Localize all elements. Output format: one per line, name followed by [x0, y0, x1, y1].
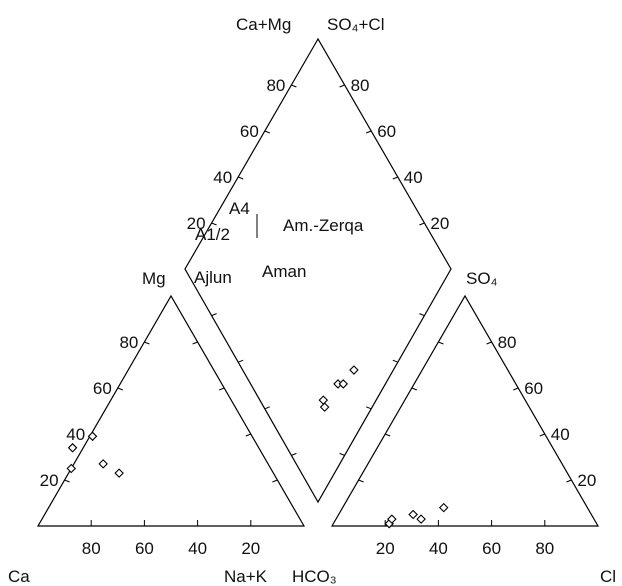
so4-axis-tick-label: 60	[524, 379, 543, 398]
so4cl-axis-tick	[392, 176, 398, 180]
so4cl-axis-tick-label: 60	[377, 122, 396, 141]
so4cl-axis-tick	[339, 84, 345, 88]
anion-data-point	[438, 502, 449, 513]
anion-base-tick-label: 80	[535, 539, 554, 558]
diagram-frames	[36, 37, 600, 527]
cation-base-tick-label: 60	[135, 539, 154, 558]
diamond-lower-right-tick	[366, 406, 372, 410]
annotation-ajlun: Ajlun	[194, 268, 232, 287]
camg-axis-tick	[291, 84, 297, 88]
anion-data-point	[408, 509, 418, 520]
so4-axis-tick-label: 20	[577, 471, 596, 490]
anion-left-tick	[411, 387, 417, 391]
cation-right-tick	[219, 387, 225, 391]
diamond-lower-left-tick	[264, 406, 270, 410]
so4-axis-tick	[566, 479, 572, 483]
cation-base-tick-label: 40	[188, 539, 207, 558]
anion-base-tick-label: 20	[376, 539, 395, 558]
diamond-lower-left-tick	[238, 359, 244, 363]
axis-label-hco3: HCO₃	[292, 567, 337, 586]
cation-base-tick-label: 20	[241, 539, 260, 558]
central-diamond	[184, 37, 452, 504]
so4-axis-tick-label: 40	[551, 425, 570, 444]
mg-axis-tick	[117, 387, 123, 391]
mg-axis-tick-label: 80	[119, 333, 138, 352]
cation-data-point	[114, 468, 124, 478]
anion-left-tick	[358, 479, 364, 483]
axis-label-ca-mg: Ca+Mg	[236, 15, 291, 34]
camg-axis-tick	[211, 222, 217, 226]
cation-data-point	[67, 443, 78, 453]
cation-triangle	[36, 294, 306, 527]
camg-axis-tick-label: 40	[213, 168, 232, 187]
annotation-a1-2: A1/2	[195, 225, 230, 244]
diamond-data-point	[319, 402, 330, 412]
diamond-data-point	[338, 379, 349, 389]
tick-marks	[64, 84, 572, 526]
annotation-am-zerqa: Am.-Zerqa	[283, 216, 364, 235]
diamond-lower-right-tick	[419, 313, 425, 317]
axis-label-so4-cl: SO₄+Cl	[327, 15, 384, 34]
so4-axis-tick	[486, 341, 492, 345]
axis-label-na-k: Na+K	[224, 567, 268, 586]
cation-right-tick	[245, 433, 251, 437]
mg-axis-tick	[144, 341, 150, 345]
anion-left-tick	[438, 341, 444, 345]
camg-axis-tick	[264, 130, 270, 134]
cation-base-tick-label: 80	[82, 539, 101, 558]
diamond-lower-right-tick	[392, 359, 398, 363]
diamond-lower-left-tick	[291, 452, 297, 456]
diamond-lower-left-tick	[211, 313, 217, 317]
cation-data-point	[98, 459, 108, 469]
mg-axis-tick-label: 40	[66, 425, 85, 444]
axis-label-cl: Cl	[600, 567, 616, 586]
so4-axis-tick	[539, 433, 545, 437]
camg-axis-tick-label: 60	[240, 122, 259, 141]
cation-data-point	[87, 431, 98, 442]
tick-labels: 80 60 40 20 20 40 60 80 80 60 40 20 80 60 40 20 20 40 60 80…	[40, 76, 597, 558]
mg-axis-tick-label: 20	[40, 471, 59, 490]
annotation-a4: A4	[229, 199, 250, 218]
so4cl-axis-tick	[366, 130, 372, 134]
diamond-data-point	[318, 395, 329, 405]
anion-data-point	[416, 514, 426, 524]
axis-label-so4: SO₄	[466, 269, 498, 288]
diamond-data-point	[349, 365, 359, 375]
so4cl-axis-tick-label: 20	[430, 214, 449, 233]
anion-base-tick-label: 60	[482, 539, 501, 558]
annotation-aman: Aman	[262, 262, 306, 281]
diamond-lower-right-tick	[339, 452, 345, 456]
cation-right-tick	[192, 341, 198, 345]
axis-label-ca: Ca	[8, 567, 30, 586]
cation-data-point	[66, 463, 77, 474]
so4cl-axis-tick-label: 80	[351, 76, 370, 95]
anion-data-point	[387, 514, 397, 524]
axis-label-mg: Mg	[142, 269, 166, 288]
mg-axis-tick-label: 60	[93, 379, 112, 398]
so4cl-axis-tick-label: 40	[404, 168, 423, 187]
camg-axis-tick	[238, 176, 244, 180]
camg-axis-tick-label: 80	[266, 76, 285, 95]
anion-base-tick-label: 40	[429, 539, 448, 558]
so4cl-axis-tick	[419, 222, 425, 226]
mg-axis-tick	[64, 479, 70, 483]
data-points	[66, 365, 449, 529]
so4-axis-tick	[513, 387, 519, 391]
cation-right-tick	[272, 479, 278, 483]
anion-triangle	[330, 294, 600, 527]
anion-left-tick	[385, 433, 391, 437]
camg-axis-tick-label: 20	[187, 214, 206, 233]
so4-axis-tick-label: 80	[498, 333, 517, 352]
